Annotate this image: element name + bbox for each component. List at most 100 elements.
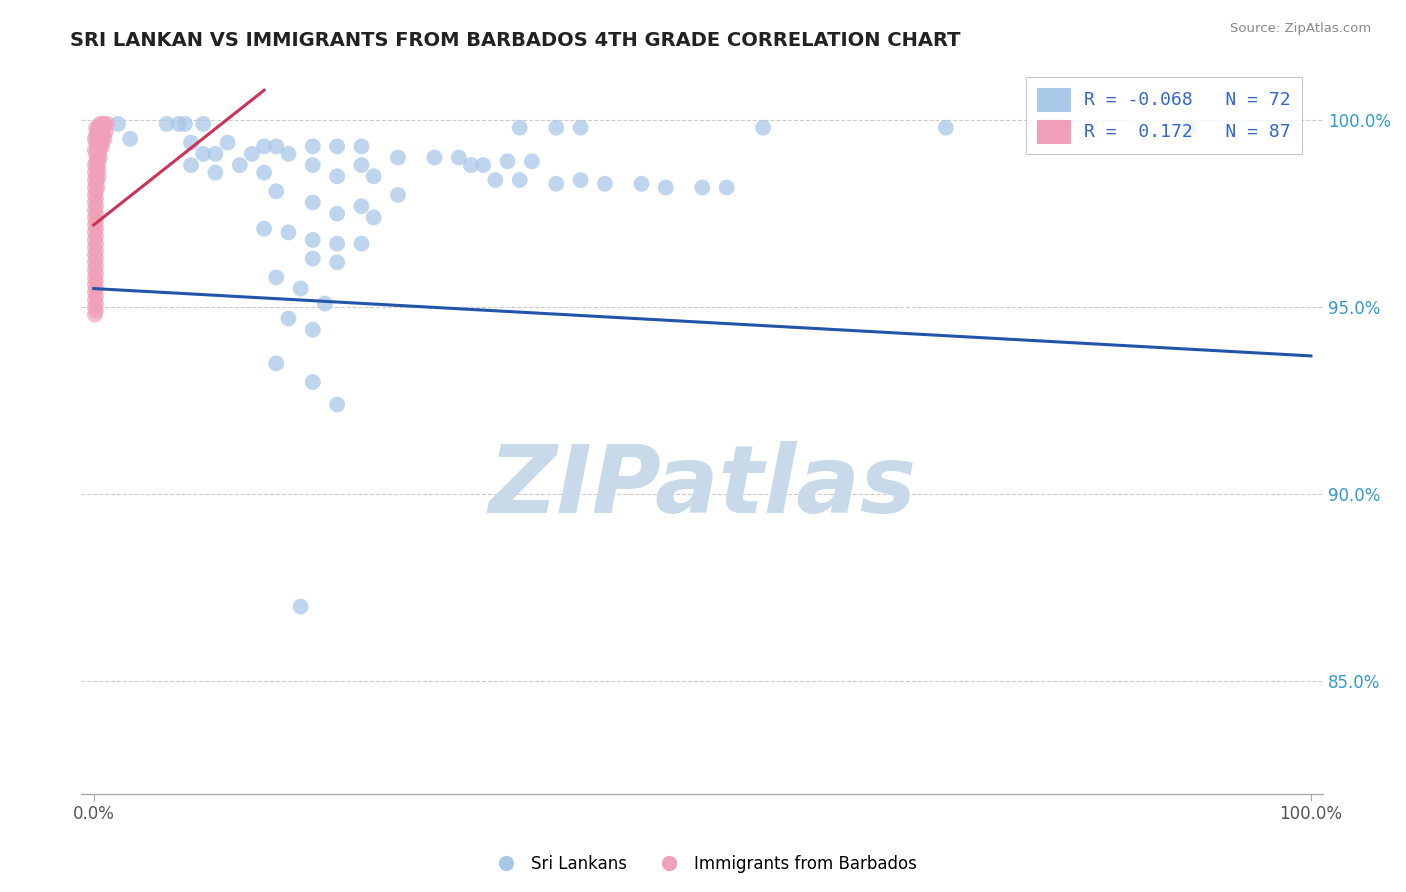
Point [86,124,108,138]
Point [496,154,519,169]
Point [350,158,373,172]
Point [387,151,409,165]
Point [716,180,738,194]
Point [217,136,239,150]
Point [83,233,105,247]
Point [240,146,263,161]
Point [301,233,323,247]
Point [84,146,107,161]
Point [107,117,129,131]
Point [264,184,287,198]
Point [204,165,226,179]
Point [84,128,107,143]
Point [83,300,105,314]
Point [193,117,215,131]
Point [83,285,105,300]
Point [326,207,349,221]
Point [387,188,409,202]
Point [84,199,107,213]
Point [86,139,108,153]
Point [83,270,105,285]
Point [193,146,215,161]
Point [87,161,110,176]
Point [472,158,495,172]
Point [87,136,110,150]
Point [350,139,373,153]
Point [84,281,107,295]
Point [86,173,108,187]
Point [84,236,107,251]
Point [264,270,287,285]
Point [290,599,312,614]
Point [83,248,105,262]
Point [301,323,323,337]
Point [84,229,107,244]
Point [86,143,108,157]
Point [84,154,107,169]
Point [290,281,312,295]
Point [363,211,385,225]
Point [326,169,349,184]
Point [301,139,323,153]
Point [84,184,107,198]
Point [277,146,299,161]
Point [89,139,111,153]
Point [90,120,112,135]
Point [520,154,543,169]
Point [84,259,107,273]
Point [83,165,105,179]
Point [326,139,349,153]
Point [314,296,336,310]
Point [593,177,616,191]
Point [89,143,111,157]
Point [96,117,118,131]
Point [180,136,202,150]
Point [89,117,111,131]
Point [91,124,114,138]
Point [84,192,107,206]
Point [83,132,105,146]
Point [174,117,197,131]
Legend: R = -0.068   N = 72, R =  0.172   N = 87: R = -0.068 N = 72, R = 0.172 N = 87 [1026,77,1302,153]
Point [83,218,105,232]
Point [93,120,115,135]
Point [301,195,323,210]
Point [84,177,107,191]
Point [90,128,112,143]
Point [204,146,226,161]
Point [180,158,202,172]
Point [83,263,105,277]
Point [326,236,349,251]
Point [423,151,446,165]
Point [301,375,323,389]
Point [253,165,276,179]
Point [84,252,107,266]
Point [264,356,287,370]
Point [84,120,107,135]
Point [120,132,142,146]
Point [484,173,506,187]
Point [83,158,105,172]
Point [569,120,592,135]
Point [91,139,114,153]
Point [935,120,957,135]
Point [90,136,112,150]
Point [692,180,714,194]
Point [301,158,323,172]
Point [509,120,531,135]
Point [84,214,107,228]
Point [83,226,105,240]
Point [84,136,107,150]
Point [460,158,482,172]
Point [509,173,531,187]
Text: ZIPatlas: ZIPatlas [488,442,917,533]
Point [84,274,107,288]
Text: SRI LANKAN VS IMMIGRANTS FROM BARBADOS 4TH GRADE CORRELATION CHART: SRI LANKAN VS IMMIGRANTS FROM BARBADOS 4… [70,31,960,50]
Point [84,304,107,318]
Point [84,207,107,221]
Point [83,240,105,254]
Point [93,128,115,143]
Point [89,151,111,165]
Point [546,177,568,191]
Point [83,255,105,269]
